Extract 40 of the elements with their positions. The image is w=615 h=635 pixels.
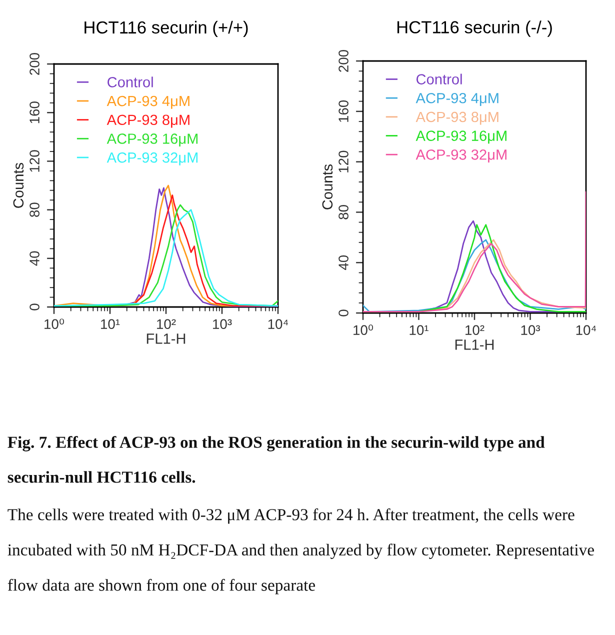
y-tick-label: 120 bbox=[338, 150, 348, 172]
legend-label: ACP-93 16μM bbox=[106, 134, 198, 147]
text: Fig. 7. Effect of ACP-93 on the ROS generation in the securin-wild type and securin-null HCT116 cells. bbox=[8, 436, 545, 483]
legend-label: ACP-93 16μM bbox=[416, 130, 506, 144]
x-tick-label: 10¹ bbox=[410, 325, 428, 336]
y-tick-label: 80 bbox=[338, 205, 348, 220]
chart-title: HCT116 securin (-/-) bbox=[397, 20, 552, 37]
legend-label: ACP-93 4μM bbox=[416, 92, 498, 106]
x-axis-title: FL1-H bbox=[146, 334, 186, 344]
y-tick-label: 200 bbox=[338, 50, 348, 72]
y-tick-label: 0 bbox=[30, 304, 40, 310]
text: The cells were treated with 0-32 μM ACP-93 for 24 h. After treatment, the cells were incubated with 50 nM H₂DCF-DA and then analyzed by flow cytometer. Representative flow data are shown from one of four separate bbox=[8, 508, 594, 594]
x-tick-label: 10² bbox=[466, 325, 484, 336]
y-tick-label: 120 bbox=[30, 150, 40, 172]
y-tick-label: 160 bbox=[30, 102, 40, 124]
y-tick-label: 200 bbox=[30, 52, 40, 75]
y-tick-label: 40 bbox=[30, 251, 40, 266]
x-tick-label: 10⁰ bbox=[44, 318, 64, 330]
x-tick-label: 10⁰ bbox=[354, 324, 374, 336]
x-axis-title: FL1-H bbox=[455, 340, 494, 350]
y-axis-title: Counts bbox=[13, 162, 24, 208]
y-tick-label: 160 bbox=[338, 100, 348, 122]
x-tick-label: 10⁴ bbox=[576, 325, 596, 336]
y-tick-label: 0 bbox=[338, 310, 348, 316]
x-tick-label: 10² bbox=[157, 319, 176, 330]
legend-label: ACP-93 8μM bbox=[416, 112, 498, 125]
y-tick-label: 40 bbox=[338, 255, 348, 270]
legend-label: ACP-93 32μM bbox=[416, 149, 506, 162]
legend-label: Control bbox=[108, 76, 153, 88]
legend-label: Control bbox=[416, 74, 462, 84]
chart-title: HCT116 securin (+/+) bbox=[84, 20, 248, 38]
legend-label: ACP-93 32μM bbox=[106, 152, 198, 166]
x-tick-label: 10⁴ bbox=[268, 319, 288, 330]
x-tick-label: 10¹ bbox=[101, 319, 120, 330]
x-tick-label: 10³ bbox=[521, 325, 540, 336]
y-tick-label: 80 bbox=[30, 202, 40, 217]
y-axis-title: Counts bbox=[322, 164, 333, 210]
legend-label: ACP-93 8μM bbox=[106, 114, 190, 128]
legend-label: ACP-93 4μM bbox=[106, 96, 190, 109]
x-tick-label: 10³ bbox=[213, 319, 232, 330]
